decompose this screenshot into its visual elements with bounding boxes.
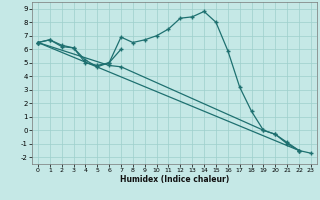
X-axis label: Humidex (Indice chaleur): Humidex (Indice chaleur) [120,175,229,184]
